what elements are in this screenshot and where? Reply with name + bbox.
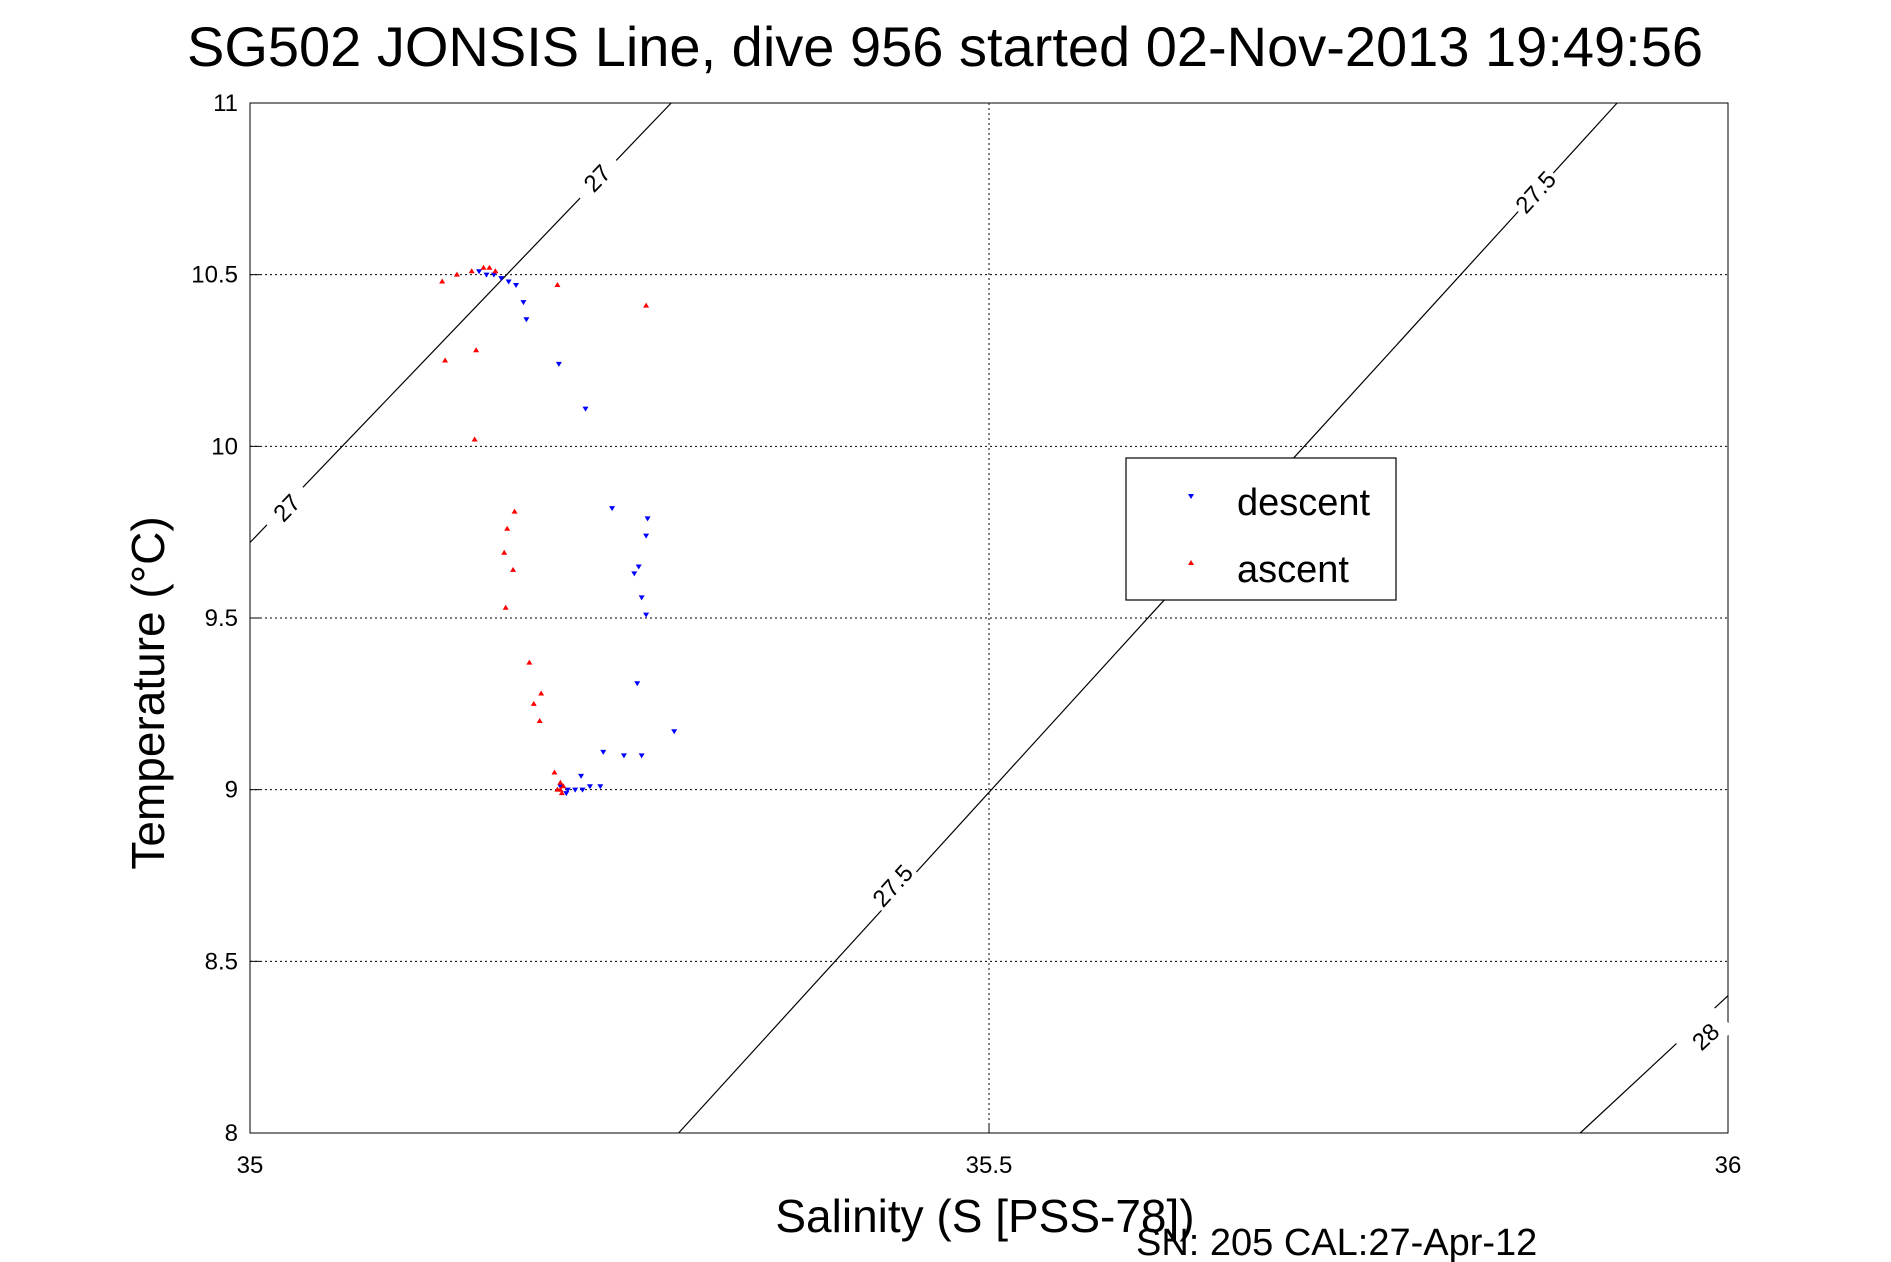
x-axis-ticks: 35 35.5 36 (237, 1123, 1742, 1179)
ascent-point (510, 566, 517, 572)
ascent-point (538, 690, 545, 696)
legend: descent ascent (1125, 457, 1397, 601)
descent-point (476, 269, 483, 275)
descent-point (579, 787, 586, 793)
ascent-point (468, 268, 475, 274)
contour-label-mask (257, 478, 316, 537)
legend-descent-marker (1188, 494, 1194, 499)
descent-point (505, 279, 512, 285)
y-tick-label: 10.5 (191, 262, 238, 289)
data-markers (439, 264, 678, 797)
descent-point (631, 571, 638, 577)
contour-label-mask (567, 148, 626, 207)
x-tick-label: 36 (1715, 1152, 1742, 1179)
ascent-point (536, 718, 543, 723)
ascent-point (486, 264, 493, 270)
ascent-point (502, 604, 509, 610)
descent-point (513, 282, 520, 288)
ascent-point (453, 271, 460, 277)
descent-point (582, 406, 589, 412)
descent-point (586, 784, 593, 790)
ascent-point (526, 659, 533, 665)
descent-point (620, 753, 627, 759)
contour-line-27.5 (678, 102, 1618, 1134)
descent-point (498, 276, 505, 282)
y-axis-ticks: 8 8.5 9 9.5 10 10.5 11 (191, 90, 260, 1147)
descent-point (483, 272, 490, 278)
ascent-point (504, 525, 511, 531)
descent-point (643, 533, 650, 539)
ascent-point (530, 700, 537, 706)
descent-point (523, 317, 530, 323)
legend-box (1125, 457, 1397, 601)
legend-descent-label: descent (1237, 482, 1371, 524)
descent-point (635, 564, 642, 570)
descent-point (609, 506, 616, 512)
gridlines (249, 102, 1729, 1134)
descent-point (520, 300, 527, 306)
descent-point (578, 773, 585, 779)
contour-label-mask (1675, 1007, 1735, 1065)
y-tick-label: 8.5 (205, 948, 238, 975)
ascent-point (643, 302, 650, 308)
descent-point (572, 787, 579, 793)
ascent-point (554, 281, 561, 287)
legend-ascent-marker (1188, 560, 1194, 565)
ascent-point (557, 779, 564, 785)
descent-point (555, 361, 562, 367)
ascent-point (480, 264, 487, 270)
footer-serial-calibration: SN: 205 CAL:27-Apr-12 (1136, 1222, 1537, 1262)
descent-point (638, 595, 645, 601)
y-axis-label: Temperature (°C) (122, 516, 174, 869)
y-tick-label: 10 (211, 433, 238, 460)
contour-label-mask (863, 855, 921, 915)
descent-point (597, 784, 604, 790)
ascent-point (551, 769, 558, 775)
x-axis-label: Salinity (S [PSS-78]) (775, 1190, 1194, 1242)
ascent-point (442, 357, 449, 363)
ascent-point (554, 786, 561, 792)
descent-point (490, 272, 497, 278)
x-tick-label: 35.5 (966, 1152, 1013, 1179)
descent-point (564, 787, 571, 793)
x-tick-label: 35 (237, 1152, 264, 1179)
legend-ascent-label: ascent (1237, 549, 1349, 591)
y-tick-label: 9 (225, 777, 238, 804)
descent-point (671, 729, 678, 735)
ascent-point (501, 549, 508, 555)
chart-title: SG502 JONSIS Line, dive 956 started 02-N… (187, 15, 1703, 78)
ascent-point (439, 278, 446, 284)
ascent-point (492, 268, 499, 274)
ascent-point (560, 783, 567, 789)
ascent-point (558, 790, 565, 796)
descent-point (563, 791, 570, 797)
ascent-point (511, 508, 518, 514)
descent-point (643, 612, 650, 618)
descent-point (600, 749, 607, 755)
y-tick-label: 11 (213, 90, 238, 117)
descent-point (644, 516, 651, 522)
ascent-point (471, 436, 478, 442)
descent-point (634, 681, 641, 687)
ascent-point (473, 347, 480, 353)
descent-point (638, 753, 645, 759)
y-tick-label: 9.5 (205, 605, 238, 632)
y-tick-label: 8 (225, 1120, 238, 1147)
contour-label-mask (1506, 162, 1564, 221)
